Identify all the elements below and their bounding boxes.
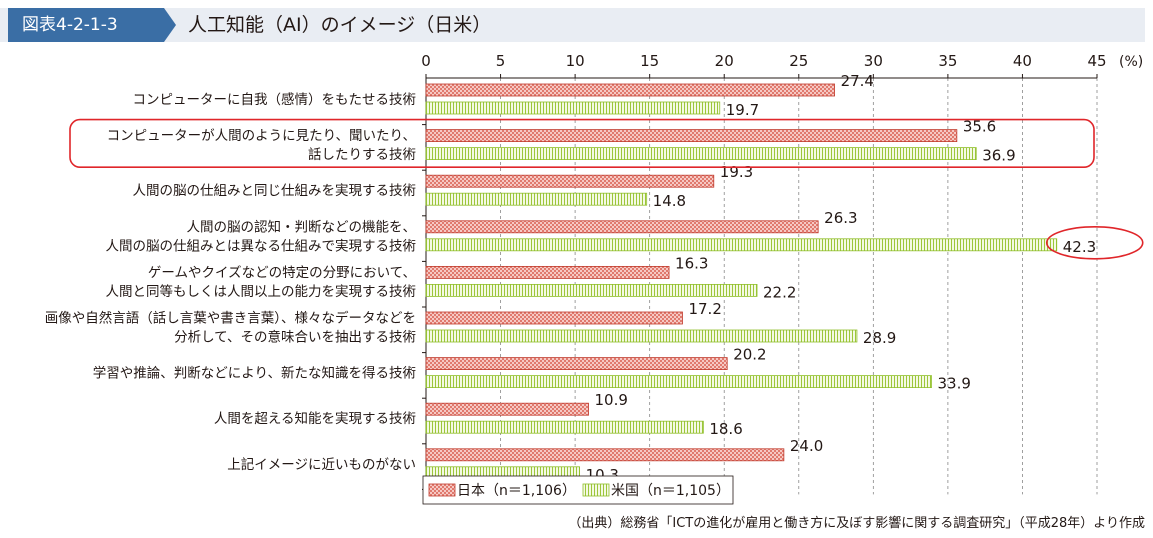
x-unit-label: (%) [1119,54,1143,70]
category-label: コンピューターが人間のように見たり、聞いたり、 [107,128,416,144]
bar-japan [425,83,835,97]
data-label-japan: 17.2 [688,300,721,318]
x-tick-label: 0 [421,52,431,70]
data-label-japan: 24.0 [790,437,823,455]
bar-usa [425,192,648,206]
category-label: 人間の脳の仕組みと同じ仕組みを実現する技術 [133,183,417,199]
bar-usa [425,101,721,115]
data-label-usa: 28.9 [863,329,896,347]
bar-usa [425,147,977,161]
category-label: ゲームやクイズなどの特定の分野において、 [148,265,416,281]
data-label-usa: 14.8 [653,192,686,210]
bar-japan [425,357,728,371]
category-label: 画像や自然言語（話し言葉や書き言葉）、様々なデータなどを [45,310,416,327]
x-tick-label: 40 [1013,52,1032,70]
highlight-box [69,118,1095,168]
data-label-japan: 20.2 [733,346,766,364]
x-tick-label: 20 [715,52,734,70]
x-tick-label: 30 [864,52,883,70]
category-label: コンピューターに自我（感情）をもたせる技術 [133,91,417,108]
bar-japan [425,448,785,462]
bar-japan [425,402,589,416]
bar-usa [425,420,704,434]
data-label-japan: 35.6 [963,118,996,136]
data-label-usa: 19.7 [726,101,759,119]
bar-usa [425,238,1058,252]
legend-label-japan: 日本（n＝1,106） [457,483,576,499]
category-label: 人間の脳の認知・判断などの機能を、 [187,218,417,235]
legend-label-usa: 米国（n＝1,105） [611,483,730,499]
x-tick-label: 15 [640,52,659,70]
data-label-usa: 22.2 [763,283,796,301]
title-bar [0,8,1145,42]
data-label-japan: 10.9 [595,391,628,409]
bar-japan [425,311,683,325]
category-label: 人間と同等もしくは人間以上の能力を実現する技術 [106,283,417,300]
data-label-usa: 36.9 [982,147,1015,165]
bar-usa [425,375,932,389]
x-tick-label: 25 [789,52,808,70]
data-label-japan: 19.3 [720,163,753,181]
legend-swatch-japan [428,483,456,497]
source-note: （出典）総務省「ICTの進化が雇用と働き方に及ぼす影響に関する調査研究」（平成2… [568,516,1145,531]
chart-title: 人工知能（AI）のイメージ（日米） [188,14,492,36]
x-tick-label: 5 [496,52,506,70]
bar-japan [425,265,670,279]
data-label-japan: 16.3 [675,254,708,272]
x-tick-label: 10 [566,52,585,70]
data-label-japan: 27.4 [841,72,874,90]
data-label-japan: 26.3 [824,209,857,227]
category-label: 学習や推論、判断などにより、新たな知識を得る技術 [93,365,416,382]
bar-usa [425,283,758,297]
category-label: 話したりする技術 [308,146,416,163]
bar-japan [425,129,958,143]
x-tick-label: 45 [1087,52,1106,70]
legend-swatch-usa [582,483,610,497]
bar-japan [425,174,715,188]
bar-usa [425,329,858,343]
category-label: 分析して、その意味合いを抽出する技術 [174,329,416,346]
highlight-ellipse [1045,226,1144,260]
data-label-usa: 42.3 [1063,238,1096,256]
legend-box [422,475,734,505]
data-label-usa: 18.6 [709,420,742,438]
bar-japan [425,220,819,234]
category-label: 上記イメージに近いものがない [227,456,416,473]
data-label-usa: 33.9 [937,375,970,393]
figure-number-tag: 図表4-2-1-3 [8,8,176,42]
category-label: 人間の脳の仕組みとは異なる仕組みで実現する技術 [106,238,417,254]
category-label: 人間を超える知能を実現する技術 [214,410,416,427]
x-tick-label: 35 [938,52,957,70]
